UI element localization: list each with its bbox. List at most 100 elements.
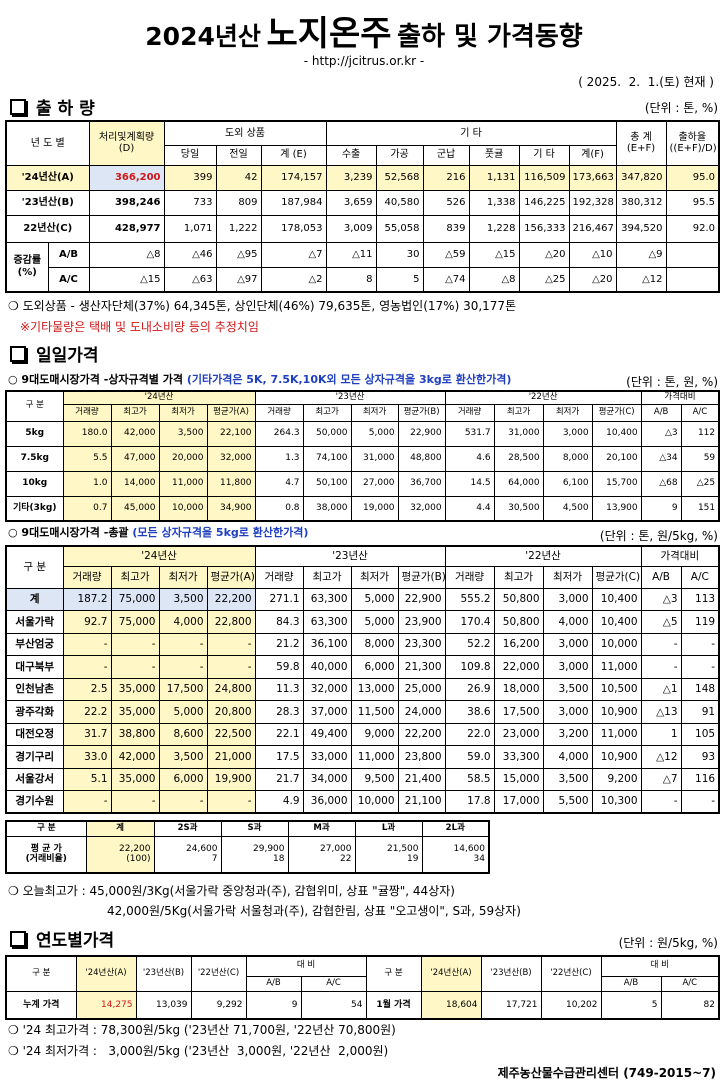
row-label: '24년산(A) [5,164,90,191]
cell: 10,000 [591,632,642,656]
icon [10,98,26,115]
unit: (단위 : 톤, 원/5kg, %) [599,529,718,543]
unit: (단위 : 톤, 원, %) [626,375,718,389]
row-label: 인천남촌 [5,677,64,701]
cell: 8,600 [158,722,208,746]
cell: 75,000 [110,610,160,634]
cell: 36,100 [302,632,352,656]
data-row: 누계 가격 14,275 13,039 9,292 9 54 1월 가격 18,604 17,7… [5,990,720,1020]
cell: 10,400 [591,420,642,447]
cell-line: 출하율 [678,131,707,143]
cell: 112 [680,420,720,447]
cell-line: 21,500 [387,843,419,854]
cell-line: 평 균 가 [30,843,62,854]
cell: 33,000 [302,745,352,769]
cell: 3,000 [542,587,593,611]
cell: 30,500 [493,495,544,522]
header-cell: '22년산 [444,545,642,567]
row-label: 22년산(C) [5,214,90,243]
caption: ○ 9대도매시장가격 -상자규격별 가격 (기타가격은 5K, 7.5K,10K… [8,371,511,387]
cell: 5,000 [350,610,399,634]
cell: 32,000 [206,445,256,472]
cell: 74,100 [302,445,352,472]
cell: 49,400 [302,722,352,746]
header-cell: 구 분 [5,820,87,837]
header-cell: 구 분 [5,955,77,992]
cell: 37,000 [302,700,352,724]
cell: 347,820 [615,164,667,191]
header-cell: 당일 [163,144,217,166]
cell: 95.5 [665,189,720,216]
data-row: 대구북부 - - - -59.8 40,000 6,000 21,300 109.8 22,000… [5,655,720,679]
cell: 21.7 [254,767,304,791]
row-label: 대구북부 [5,655,64,679]
cell: 5,000 [350,587,399,611]
header-cell: 최고가 [493,403,544,422]
cell: - [158,790,208,814]
cell: 3,500 [542,767,593,791]
cell: 1,222 [215,214,262,243]
data-row: 계 187.2 75,000 3,500 22,200 271.1 63,300 5,000 2… [5,587,720,611]
header-cell: 거래량 [62,403,112,422]
caption-text: ○ 9대도매시장가격 -총괄 [8,526,129,539]
cell: 4,000 [542,745,593,769]
cell-line: (거래비율) [25,854,67,865]
note: 42,000원/5Kg(서울가락 서울청과(주), 감협한림, 상표 "오고생이… [107,904,521,918]
cell: 92.0 [665,214,720,243]
cell: 10,900 [591,700,642,724]
cell: △2 [260,266,327,293]
header-cell: 평균가(B) [397,403,446,422]
header-row: 구 분 '24년산 '23년산 '22년산 가격대비 [5,545,720,589]
cell: 10,202 [540,990,602,1020]
cell: 1 [640,722,682,746]
cell: △74 [422,266,470,293]
cell: 187.2 [62,587,112,611]
cell: 13,000 [350,677,399,701]
cell: △3 [640,587,682,611]
cell: 531.7 [444,420,495,447]
header-cell: 기 타 [518,144,570,166]
footer: 제주농산물수급관리센터 (749-2015~7) [497,1066,716,1080]
cell: △3 [640,420,682,447]
data-row: 부산엄궁 - - - -21.2 36,100 8,000 23,300 52.2 16,200 3… [5,632,720,656]
cell: 21,300 [397,655,446,679]
title-part: 노지온주 [266,14,392,54]
cell: 10,000 [158,495,208,522]
cell: 10,000 [350,790,399,814]
cell: 10,400 [591,587,642,611]
cell: 3,200 [542,722,593,746]
cell: 54 [300,990,367,1020]
data-row: 평 균 가 (거래비율) 22,200 (100) 24,600 7 29,900 18 27,… [5,835,490,874]
cell-line: 29,900 [253,843,285,854]
note: ※기타물량은 택배 및 도내소비량 등의 추정치임 [20,320,259,334]
cell: 170.4 [444,610,495,634]
cell: 55,058 [375,214,424,243]
cell: - [110,790,160,814]
cell: 22,500 [206,722,256,746]
header-cell: 평균가(A) [206,403,256,422]
cell: - [206,790,256,814]
cell: 22.2 [62,700,112,724]
cell: 30 [375,241,424,268]
header-cell: 계(F) [568,144,617,166]
header-cell: '22년산(C) [190,955,247,992]
cell: 38.6 [444,700,495,724]
cell: △20 [568,266,617,293]
data-row: 대전오정 31.7 38,800 8,600 22,500 22.1 49,400 9,000… [5,722,720,746]
header-cell: 최고가 [110,403,160,422]
cell: 5,000 [158,700,208,724]
cell: 47,000 [110,445,160,472]
header-cell: '23년산(B) [135,955,192,992]
url: - http://jcitrus.or.kr - [303,54,425,68]
header-cell: 풋귤 [468,144,520,166]
cell: 31,000 [493,420,544,447]
cell: 6,000 [350,655,399,679]
table-body: '24년산(A) 366,200 399 42 174,157 3,239 52,568 21… [5,164,720,293]
header-cell: 가공 [375,144,424,166]
row-label: 경기구리 [5,745,64,769]
cell: 22,200 [206,587,256,611]
unit: (단위 : 톤, %) [644,101,718,115]
cell: 22.1 [254,722,304,746]
header-cell: 평균가(A) [206,565,256,589]
